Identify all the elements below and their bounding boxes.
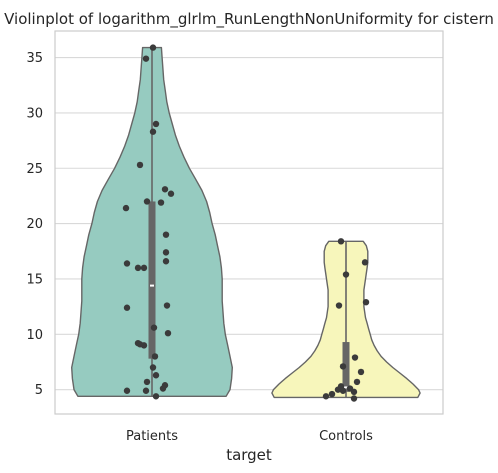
data-point [152,353,158,359]
data-point [323,393,329,399]
data-point [150,364,156,370]
y-tick-label: 30 [26,106,43,121]
data-point [163,258,169,264]
y-tick-label: 25 [26,162,43,177]
y-tick-label: 15 [26,272,43,287]
data-point [352,354,358,360]
data-point [144,198,150,204]
data-point [362,259,368,265]
data-point [143,388,149,394]
x-tick-label: Patients [126,429,178,444]
iqr-box [149,201,156,358]
data-point [124,388,130,394]
x-axis-label: target [226,446,272,464]
data-point [124,260,130,266]
data-point [340,388,346,394]
data-point [338,238,344,244]
data-point [162,186,168,192]
data-point [343,271,349,277]
x-tick-label: Controls [319,429,373,444]
data-point [141,342,147,348]
data-point [351,395,357,401]
data-point [153,121,159,127]
data-point [354,379,360,385]
data-point [340,363,346,369]
data-point [123,205,129,211]
data-point [150,129,156,135]
data-point [153,393,159,399]
data-point [163,231,169,237]
median-marker [150,285,154,287]
data-point [124,305,130,311]
data-point [168,191,174,197]
y-tick-label: 35 [26,51,43,66]
data-point [151,324,157,330]
data-point [141,265,147,271]
y-tick-label: 5 [35,383,43,398]
data-point [135,265,141,271]
data-point [164,302,170,308]
data-point [358,369,364,375]
data-point [163,249,169,255]
data-point [160,385,166,391]
y-tick-label: 10 [26,328,43,343]
data-point [150,44,156,50]
data-point [144,379,150,385]
data-point [351,389,357,395]
data-point [143,55,149,61]
data-point [363,299,369,305]
chart-title: Violinplot of logarithm_glrlm_RunLengthN… [4,10,494,29]
data-point [336,302,342,308]
data-point [329,391,335,397]
data-point [137,162,143,168]
data-point [153,372,159,378]
y-tick-label: 20 [26,217,43,232]
data-point [158,199,164,205]
data-point [165,330,171,336]
